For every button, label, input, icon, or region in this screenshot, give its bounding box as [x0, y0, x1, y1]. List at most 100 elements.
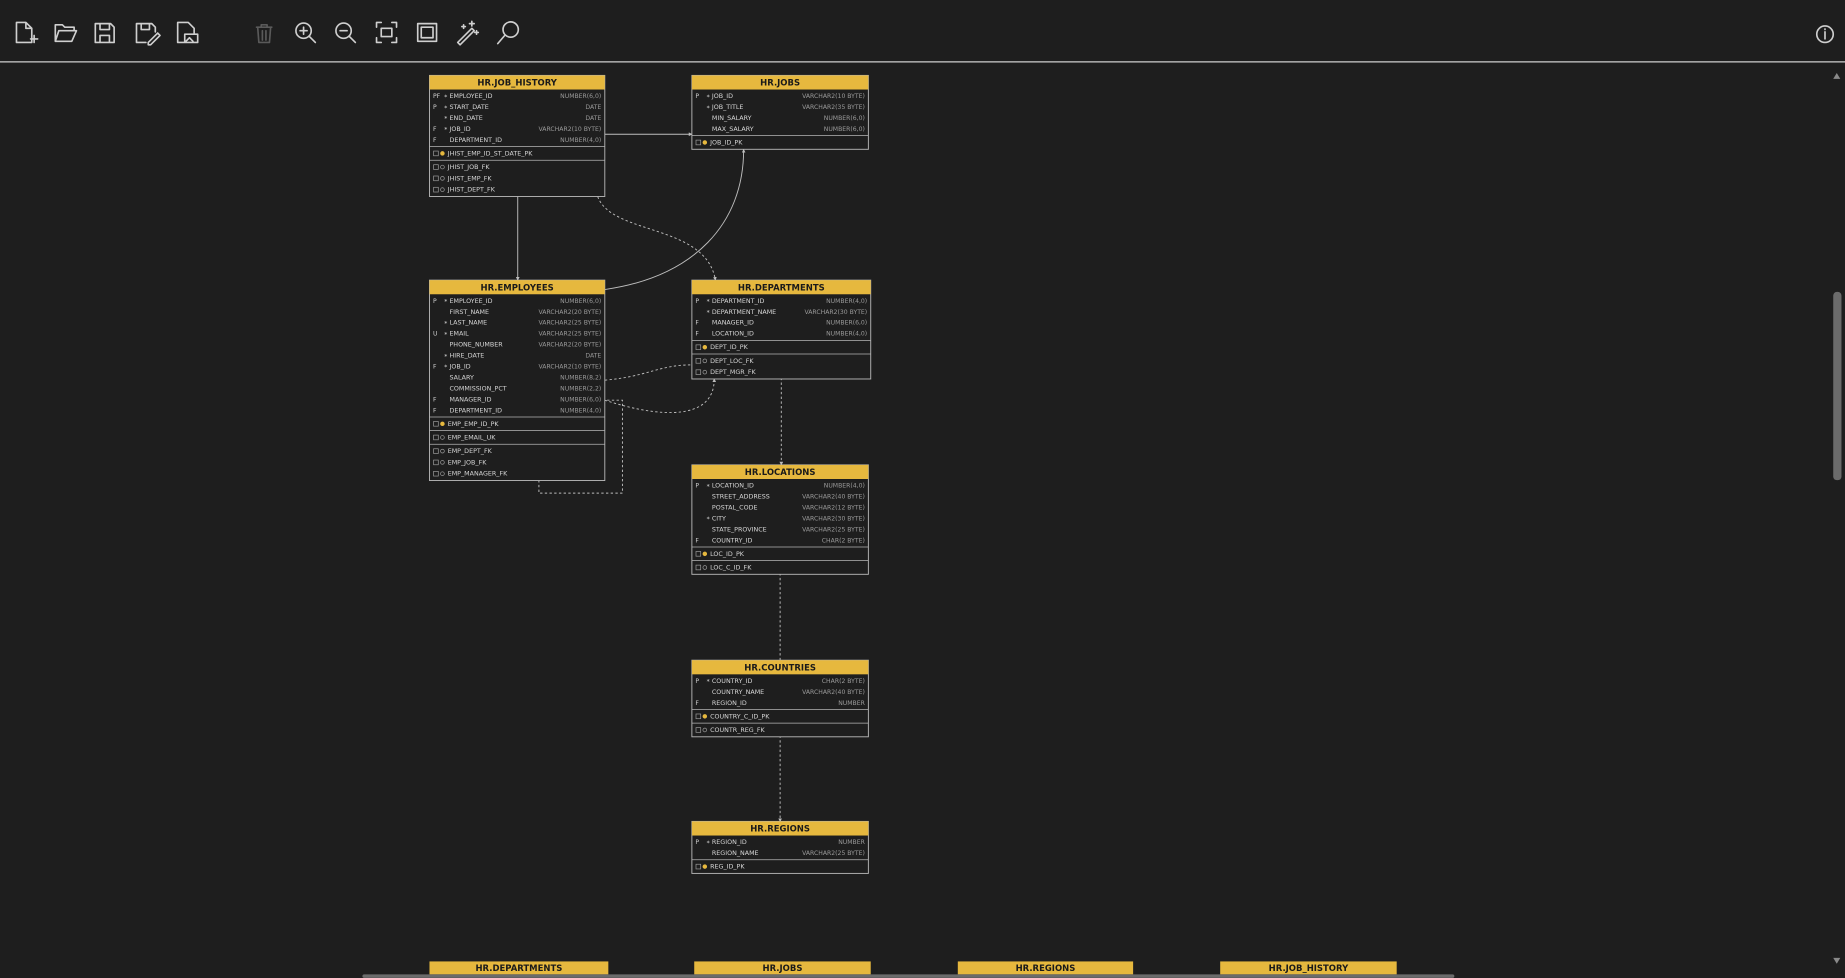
- table-header: [691, 75, 869, 90]
- zoom-out-button[interactable]: [335, 22, 357, 44]
- column-name: MAX_SALARY: [712, 126, 754, 133]
- key-name: EMP_MANAGER_FK: [448, 471, 508, 478]
- scroll-up[interactable]: [1833, 73, 1841, 79]
- zoom-in-button[interactable]: [295, 22, 317, 44]
- column-type: VARCHAR2(25 BYTE): [539, 320, 602, 327]
- key-icon: [702, 358, 708, 364]
- column-name: STREET_ADDRESS: [712, 494, 770, 501]
- column-flag: P: [695, 483, 699, 490]
- horizontal-scroll-thumb[interactable]: [362, 974, 1455, 978]
- export-image-button[interactable]: [176, 21, 199, 44]
- key-icon: [440, 460, 445, 465]
- column-name: COUNTRY_NAME: [712, 689, 764, 696]
- table-header: [691, 464, 869, 479]
- key-name: LOC_ID_PK: [710, 551, 745, 558]
- save-as-button[interactable]: [135, 22, 161, 46]
- column-name: DEPARTMENT_NAME: [712, 309, 776, 316]
- info-button[interactable]: [1815, 25, 1835, 44]
- new-button[interactable]: [15, 21, 39, 44]
- column-flag: F: [433, 364, 437, 371]
- column-mandatory: *: [707, 516, 710, 523]
- column-name: EMPLOYEE_ID: [449, 298, 492, 305]
- key-name: COUNTR_REG_FK: [710, 727, 765, 734]
- column-name: REGION_NAME: [712, 850, 759, 857]
- column-type: NUMBER(6,0): [560, 298, 601, 305]
- key-icon: [433, 470, 439, 477]
- table-title: HR.JOB_HISTORY: [1269, 963, 1349, 973]
- key-icon: [433, 421, 439, 427]
- column-type: VARCHAR2(40 BYTE): [802, 494, 865, 501]
- table-title: HR.JOBS: [763, 963, 803, 973]
- column-type: CHAR(2 BYTE): [822, 678, 865, 685]
- relation-line: [604, 364, 692, 381]
- vertical-scroll-thumb[interactable]: [1833, 291, 1842, 481]
- column-name: DEPARTMENT_ID: [712, 298, 765, 305]
- entity-table[interactable]: HR.REGIONS P * REGION_ID NUMBER REGION_NAME VA…: [691, 820, 869, 874]
- key-name: REG_ID_PK: [710, 864, 745, 871]
- relation-line: [597, 196, 717, 281]
- table-title: HR.COUNTRIES: [744, 662, 816, 672]
- open-button[interactable]: [54, 23, 78, 43]
- delete-button[interactable]: [255, 23, 273, 44]
- key-icon: [695, 727, 702, 733]
- entity-table[interactable]: HR.DEPARTMENTS: [429, 961, 609, 975]
- column-type: NUMBER(6,0): [824, 126, 865, 133]
- column-type: NUMBER(2,2): [560, 385, 601, 392]
- column-type: VARCHAR2(35 BYTE): [802, 104, 865, 111]
- table-body: [691, 279, 872, 380]
- column-name: COUNTRY_ID: [712, 537, 753, 544]
- key-name: JHIST_DEPT_FK: [447, 187, 496, 194]
- column-type: VARCHAR2(25 BYTE): [802, 526, 865, 533]
- column-type: NUMBER: [838, 700, 865, 707]
- entity-table[interactable]: HR.JOBS P * JOB_ID VARCHAR2(10 BYTE) * JOB_TIT…: [691, 74, 869, 150]
- search-button[interactable]: [496, 21, 520, 45]
- entity-table[interactable]: HR.JOB_HISTORY: [1220, 961, 1397, 975]
- column-flag: P: [695, 678, 699, 685]
- table-title: HR.DEPARTMENTS: [475, 963, 562, 973]
- column-name: STATE_PROVINCE: [712, 526, 767, 533]
- column-name: MANAGER_ID: [712, 320, 754, 327]
- key-name: EMP_JOB_FK: [448, 459, 488, 466]
- key-icon: [440, 435, 445, 440]
- column-name: EMAIL: [449, 331, 469, 338]
- column-flag: F: [433, 137, 437, 144]
- column-mandatory: *: [444, 127, 447, 134]
- key-icon: [433, 459, 439, 466]
- layout-button[interactable]: [456, 20, 480, 46]
- key-icon: [433, 186, 439, 193]
- scroll-down[interactable]: [1833, 957, 1841, 964]
- key-icon: [440, 421, 445, 427]
- column-flag: F: [695, 700, 699, 707]
- key-name: DEPT_LOC_FK: [710, 358, 754, 365]
- key-name: EMP_DEPT_FK: [448, 448, 493, 455]
- full-screen-button[interactable]: [416, 22, 438, 43]
- table-title: HR.REGIONS: [750, 824, 810, 834]
- entity-table[interactable]: HR.DEPARTMENTS P * DEPARTMENT_ID NUMBER(4,0)…: [691, 279, 872, 380]
- column-type: VARCHAR2(10 BYTE): [539, 126, 602, 133]
- fit-button[interactable]: [375, 21, 398, 44]
- column-flag: F: [433, 407, 437, 414]
- key-icon: [695, 369, 702, 375]
- table-header: [429, 280, 605, 295]
- column-mandatory: *: [707, 679, 710, 686]
- table-title: HR.REGIONS: [1016, 963, 1076, 973]
- column-mandatory: *: [707, 840, 710, 847]
- save-button[interactable]: [94, 22, 115, 44]
- column-flag: F: [433, 396, 437, 403]
- column-mandatory: *: [444, 364, 447, 371]
- key-icon: [440, 448, 445, 454]
- table-header: [429, 75, 605, 90]
- entity-table[interactable]: HR.COUNTRIES P * COUNTRY_ID CHAR(2 BYTE) COUN…: [691, 659, 869, 738]
- column-type: NUMBER(4,0): [560, 137, 601, 144]
- column-name: LAST_NAME: [449, 320, 487, 327]
- entity-table[interactable]: HR.REGIONS: [957, 961, 1134, 975]
- column-name: MIN_SALARY: [712, 115, 752, 122]
- column-mandatory: *: [444, 105, 447, 112]
- key-icon: [433, 150, 439, 157]
- entity-table[interactable]: HR.JOBS: [694, 961, 871, 975]
- key-name: COUNTRY_C_ID_PK: [710, 713, 770, 720]
